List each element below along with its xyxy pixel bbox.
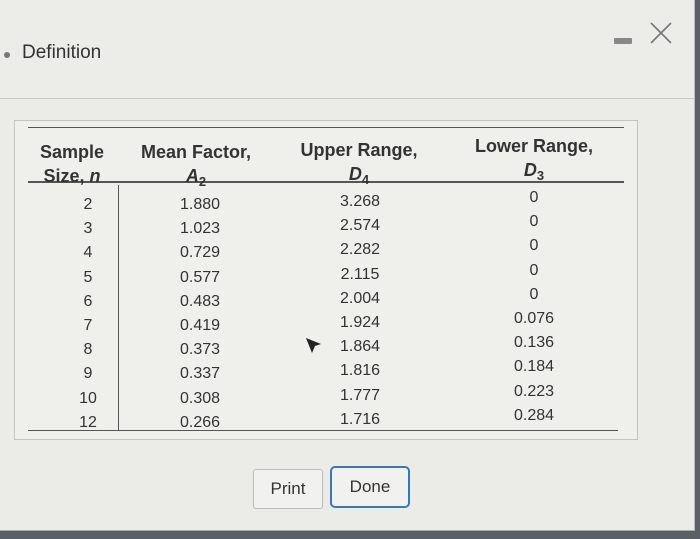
cell-a2: 1.023 xyxy=(179,220,221,238)
cell-a2: 0.483 xyxy=(179,292,221,310)
dialog-titlebar: Definition xyxy=(0,0,694,99)
cell-n: 5 xyxy=(83,268,93,286)
cell-a2: 0.266 xyxy=(179,413,221,431)
table-bottom-rule xyxy=(28,430,618,431)
definition-dialog: Definition Sample Size, n Mean Factor, A… xyxy=(0,0,695,531)
cell-n: 3 xyxy=(83,220,93,238)
cell-n: 6 xyxy=(83,292,93,310)
close-icon[interactable] xyxy=(648,20,674,46)
cell-d4: 1.864 xyxy=(339,338,381,356)
cell-d4: 1.716 xyxy=(339,410,381,428)
cell-d3: 0 xyxy=(529,237,539,255)
cell-n: 4 xyxy=(83,244,93,262)
cell-d3: 0.184 xyxy=(513,358,555,376)
cell-a2: 0.373 xyxy=(179,341,221,359)
cell-d4: 2.115 xyxy=(340,265,380,283)
cell-a2: 0.419 xyxy=(179,316,221,334)
cell-d3: 0.284 xyxy=(513,406,555,424)
cell-a2: 0.337 xyxy=(179,365,221,383)
table-top-rule xyxy=(28,127,624,128)
mouse-pointer-icon xyxy=(306,338,321,353)
cell-d3: 0 xyxy=(529,189,539,206)
cell-a2: 0.577 xyxy=(179,268,221,286)
cell-d3: 0 xyxy=(529,213,539,231)
bullet-icon xyxy=(4,52,10,58)
print-button[interactable]: Print xyxy=(253,469,323,509)
header-lower-range: Lower Range, D3 xyxy=(474,136,594,183)
cell-d3: 0 xyxy=(529,285,539,303)
cell-d3: 0.223 xyxy=(513,382,555,400)
cell-d4: 2.282 xyxy=(339,241,381,259)
cell-d4: 1.924 xyxy=(339,313,381,331)
cell-n: 12 xyxy=(79,413,97,431)
done-button[interactable]: Done xyxy=(330,466,410,508)
dialog-title: Definition xyxy=(22,42,102,63)
minimize-icon[interactable] xyxy=(614,38,632,44)
cell-n: 7 xyxy=(83,316,93,334)
cell-d4: 1.777 xyxy=(339,386,381,404)
table-divider xyxy=(118,185,119,431)
cell-d3: 0.076 xyxy=(513,309,555,327)
cell-a2: 0.729 xyxy=(179,244,221,262)
column-mean-factor: 1.880 1.023 0.729 0.577 0.483 0.419 0.37… xyxy=(160,193,240,435)
cell-d3: 0.136 xyxy=(513,334,555,352)
column-upper-range: 3.268 2.574 2.282 2.115 2.004 1.924 1.86… xyxy=(320,190,400,432)
header-sample-size: Sample Size, n xyxy=(39,142,105,186)
cell-n: 9 xyxy=(83,365,93,383)
cell-d4: 3.268 xyxy=(339,193,381,210)
cell-d4: 2.004 xyxy=(339,289,381,307)
column-lower-range: 0 0 0 0 0 0.076 0.136 0.184 0.223 0.284 xyxy=(494,186,574,428)
cell-a2: 1.880 xyxy=(179,196,221,213)
cell-n: 10 xyxy=(79,389,97,407)
table-header-rule xyxy=(28,181,624,183)
cell-a2: 0.308 xyxy=(179,389,221,407)
cell-n: 2 xyxy=(83,196,93,213)
cell-d3: 0 xyxy=(529,261,539,279)
column-sample-size: 2 3 4 5 6 7 8 9 10 12 xyxy=(58,193,118,435)
cell-d4: 2.574 xyxy=(339,217,381,235)
cell-d4: 1.816 xyxy=(339,362,381,380)
header-mean-factor: Mean Factor, A2 xyxy=(140,142,252,189)
header-upper-range: Upper Range, D4 xyxy=(300,140,418,187)
cell-n: 8 xyxy=(83,341,93,359)
